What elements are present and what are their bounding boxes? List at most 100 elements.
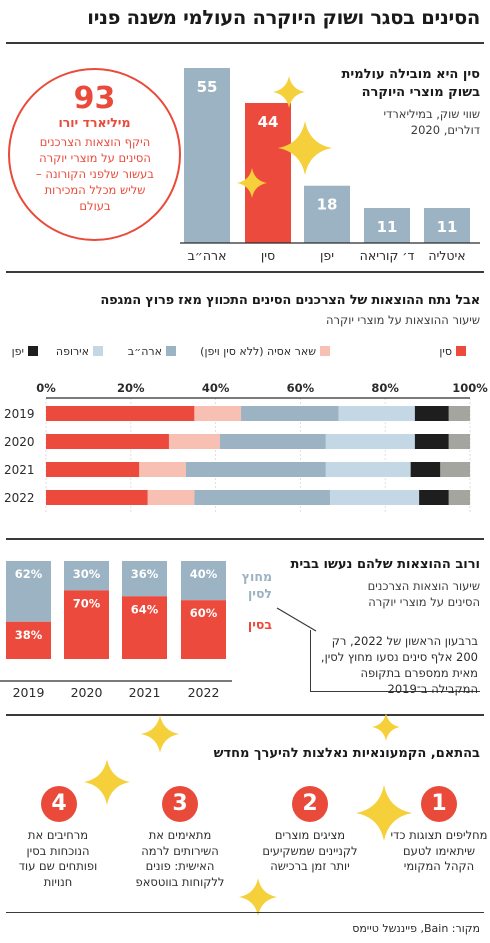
bar-category-4: איטליה <box>428 248 465 263</box>
legend-item-0: סין <box>439 345 466 358</box>
legend-item-1: שאר אסיה (ללא סין ויפן) <box>200 345 330 358</box>
segment-2020-5 <box>448 434 470 449</box>
year-label-2021: 2021 <box>129 685 161 700</box>
bar-category-0: ארה״ב <box>188 248 227 263</box>
segment-2020-2 <box>219 434 326 449</box>
segment-2019-2 <box>241 406 339 421</box>
column-china-2019 <box>6 621 51 659</box>
legend-label-3: אירופה <box>56 345 89 358</box>
column-abroad-2022 <box>181 561 226 601</box>
column-abroad-2020 <box>64 561 109 591</box>
segment-2022-4 <box>419 490 449 505</box>
callout-text: היקף הוצאות הצרכנים הסינים על מוצרי יוקר… <box>36 135 154 213</box>
bar-value-4: 11 <box>437 218 458 236</box>
row-label-2021: 2021 <box>4 463 35 477</box>
page-title: הסינים בסגר ושוק היוקרה העולמי משנה פניו <box>87 6 480 29</box>
column-abroad-2019 <box>6 561 51 622</box>
bar-4 <box>424 208 470 243</box>
legend-label-1: שאר אסיה (ללא סין ויפן) <box>200 345 316 358</box>
segment-2021-1 <box>139 462 186 477</box>
step-1: 1 מחליפים תצוגות כדי שיתאימו לטעם הקהל ה… <box>390 786 490 906</box>
step-text-3: מתאימים את השירותים לרמה האישית: פונים ל… <box>135 828 225 889</box>
segment-2022-2 <box>194 490 331 505</box>
column-china-2022 <box>181 600 226 659</box>
segment-2019-4 <box>414 406 449 421</box>
legend-swatch-3 <box>93 346 103 356</box>
label-china-2022: 60% <box>190 606 218 620</box>
section3-subtitle: שיעור הוצאות הצרכנים הסינים על מוצרי יוק… <box>367 579 480 609</box>
section2-title: אבל נתח ההוצאות של הצרכנים הסינים התכווץ… <box>100 293 480 308</box>
step-text-2: מציגים מוצרים לקניינים שמשקיעים יותר זמן… <box>262 828 358 873</box>
bar-value-1: 44 <box>258 113 279 131</box>
section3-title: ורוב ההוצאות שלהם נעשו בבית <box>290 557 480 572</box>
note-text: ברבעון הראשון של 2022, רק 200 אלף סינים … <box>320 634 478 696</box>
segment-2021-4 <box>410 462 441 477</box>
callout-circle <box>8 68 181 241</box>
bar-category-1: סין <box>261 248 275 263</box>
segment-2020-0 <box>46 434 169 449</box>
segment-2021-2 <box>185 462 326 477</box>
note-pointer <box>276 607 317 632</box>
segment-2022-1 <box>147 490 195 505</box>
section2-subtitle: שיעור ההוצאות על מוצרי יוקרה <box>326 313 480 327</box>
section3-divider <box>6 714 484 716</box>
year-label-2019: 2019 <box>13 685 45 700</box>
step-number-2: 2 <box>292 786 328 822</box>
label-china-2021: 64% <box>131 602 159 616</box>
callout-unit: מיליארד יורו <box>58 115 131 130</box>
segment-2022-0 <box>46 490 148 505</box>
segment-2020-1 <box>168 434 220 449</box>
segment-2021-0 <box>46 462 140 477</box>
label-abroad-2021: 36% <box>131 567 159 581</box>
label-china-2019: 38% <box>15 628 43 642</box>
segment-2019-1 <box>194 406 242 421</box>
row-label-2019: 2019 <box>4 407 35 421</box>
header-divider <box>6 42 484 44</box>
x-tick-1: 20% <box>117 381 145 395</box>
legend-swatch-1 <box>320 346 330 356</box>
segment-2020-4 <box>414 434 449 449</box>
column-china-2020 <box>64 590 109 659</box>
segment-2022-3 <box>330 490 420 505</box>
year-label-2020: 2020 <box>71 685 103 700</box>
segment-2019-5 <box>448 406 470 421</box>
source-note: מקור: Bain, פייננשל טיימס <box>352 922 480 935</box>
legend-label-4: יפן <box>12 345 24 358</box>
label-in-china: בסין <box>247 617 272 632</box>
segment-2019-3 <box>338 406 415 421</box>
label-abroad-2019: 62% <box>15 567 43 581</box>
section2-divider <box>6 538 484 540</box>
label-abroad-2022: 40% <box>190 567 218 581</box>
segment-2021-5 <box>440 462 470 477</box>
section1-title: סין היא מובילה עולמית בשוק מוצרי היוקרה <box>341 67 480 100</box>
bar-value-2: 18 <box>317 196 338 214</box>
note-box <box>310 630 480 692</box>
bar-value-0: 55 <box>197 78 218 96</box>
x-tick-2: 40% <box>202 381 230 395</box>
segment-2022-5 <box>448 490 470 505</box>
label-abroad: מחוץ לסין <box>241 569 272 601</box>
step-text-1: מחליפים תצוגות כדי שיתאימו לטעם הקהל המק… <box>390 828 488 873</box>
legend-swatch-2 <box>166 346 176 356</box>
x-tick-4: 80% <box>371 381 399 395</box>
bar-category-3: ד׳ קוריאה <box>360 248 415 263</box>
section4-title: בהתאם, הקמעונאיות נאלצות להיערך מחדש <box>213 746 480 761</box>
bar-0 <box>184 68 230 243</box>
x-tick-5: 100% <box>452 381 488 395</box>
step-3: 3 מתאימים את השירותים לרמה האישית: פונים… <box>125 786 235 906</box>
bar-3 <box>364 208 410 243</box>
step-number-3: 3 <box>162 786 198 822</box>
legend-item-2: ארה״ב <box>128 345 176 358</box>
sparkle-icon <box>372 713 400 741</box>
segment-2019-0 <box>46 406 195 421</box>
domestic-vs-abroad-stacked-column-chart: 62% 38% 2019 30% 70% 2020 36% 64% 2021 40% 60% 2022 <box>0 561 232 700</box>
step-4: 4 מרחיבים את הנוכחות בסין ופותחים שם עוד… <box>8 786 108 906</box>
step-number-4: 4 <box>41 786 77 822</box>
legend-label-2: ארה״ב <box>128 345 162 358</box>
bar-value-3: 11 <box>377 218 398 236</box>
x-tick-0: 0% <box>36 381 56 395</box>
legend-label-0: סין <box>439 345 452 358</box>
step-text-4: מרחיבים את הנוכחות בסין ופותחים שם עוד ח… <box>18 828 98 889</box>
legend-swatch-4 <box>28 346 38 356</box>
bar-2 <box>304 185 350 243</box>
